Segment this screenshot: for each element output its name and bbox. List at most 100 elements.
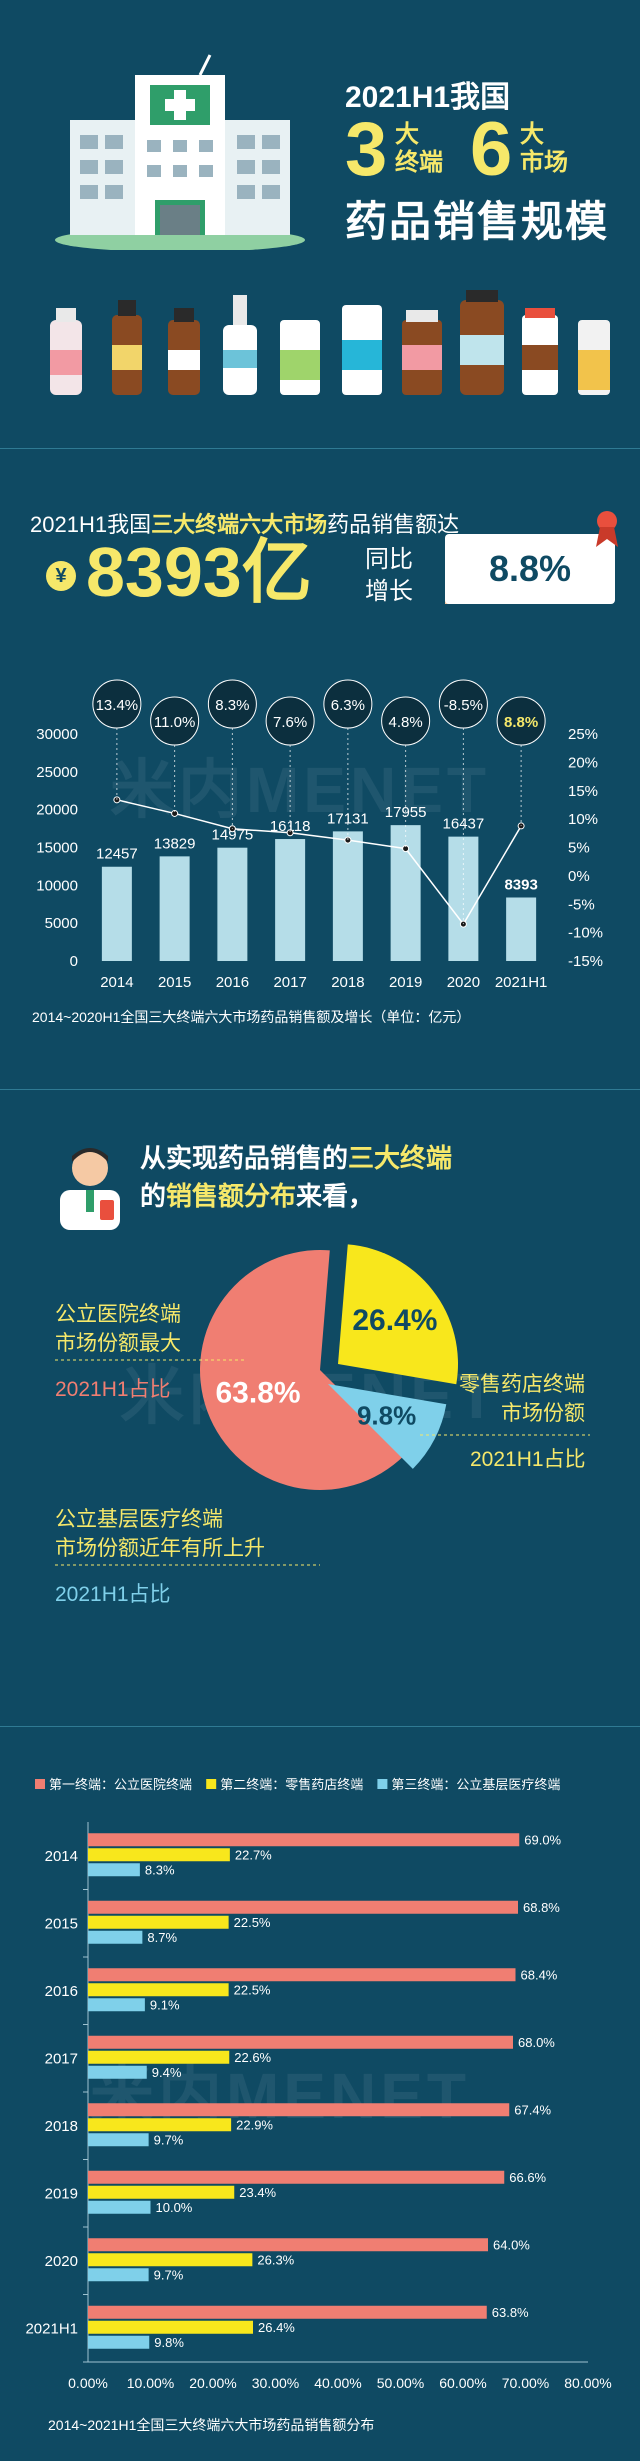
distribution-value-label: 8.3% [145, 1862, 175, 1877]
distribution-value-label: 68.4% [521, 1967, 558, 1982]
distribution-bar [88, 2320, 253, 2334]
y2-tick-label: 20% [568, 754, 598, 771]
distribution-value-label: 22.9% [236, 2117, 273, 2132]
y-tick-label: 2014 [45, 1848, 78, 1865]
sales-headline-suffix: 药品销售额达 [327, 512, 460, 537]
distribution-bar [88, 2103, 510, 2117]
growth-label: 8.3% [215, 697, 249, 714]
x-tick-label: 0.00% [68, 2375, 108, 2391]
x-tick-label: 20.00% [189, 2375, 236, 2391]
growth-label-line2: 增长 [365, 578, 413, 606]
distribution-value-label: 10.0% [156, 2200, 193, 2215]
sales-chart-caption: 2014~2020H1全国三大终端六大市场药品销售额及增长（单位：亿元） [32, 1009, 471, 1025]
distribution-value-label: 68.8% [523, 1900, 560, 1915]
y-tick-label: 2015 [45, 1915, 78, 1932]
distribution-bar [88, 1900, 518, 1914]
hospital-label-line1: 公立医院终端 [55, 1303, 181, 1326]
distribution-bar [88, 2200, 151, 2214]
y-tick-label: 2016 [45, 1983, 78, 2000]
distribution-value-label: 68.0% [518, 2035, 555, 2050]
growth-bubble [265, 696, 315, 746]
sales-headline-highlight: 三大终端六大市场 [151, 512, 328, 537]
pie-slice [200, 1250, 405, 1490]
sales-bar [332, 831, 363, 961]
distribution-value-label: 26.3% [257, 2252, 294, 2267]
growth-label: 6.3% [331, 697, 365, 714]
retail-label-line1: 零售药店终端 [459, 1373, 585, 1396]
y2-tick-label: 10% [568, 811, 598, 828]
x-tick-label: 60.00% [439, 2375, 486, 2391]
y-tick-label: 2017 [45, 2050, 78, 2067]
distribution-bar [88, 1848, 230, 1862]
y-tick-label: 0 [70, 953, 78, 970]
sales-headline-prefix: 2021H1我国 [30, 512, 152, 537]
distribution-bar [88, 1968, 516, 1982]
distribution-value-label: 66.6% [509, 2170, 546, 2185]
primary-label-line2: 市场份额近年有所上升 [55, 1537, 265, 1561]
y2-tick-label: 5% [568, 840, 590, 857]
distribution-bar [88, 1983, 229, 1997]
distribution-value-label: 26.4% [258, 2320, 295, 2335]
distribution-value-label: 9.8% [154, 2335, 184, 2350]
x-tick-label: 80.00% [564, 2375, 611, 2391]
pie-value-label: 9.8% [357, 1400, 416, 1430]
distribution-bar [88, 1833, 520, 1847]
sales-value-label: 17955 [385, 804, 427, 821]
y-tick-label: 30000 [36, 726, 78, 743]
sales-section: 2021H1我国三大终端六大市场药品销售额达 ¥ 8393亿 同比 增长 8.8… [0, 449, 640, 1089]
y-tick-label: 10000 [36, 877, 78, 894]
retail-label: 零售药店终端 市场份额 [455, 1370, 585, 1429]
share-question-line1-highlight: 三大终端 [348, 1143, 453, 1173]
section-divider [0, 448, 640, 449]
x-tick-label: 40.00% [314, 2375, 361, 2391]
x-tick-label: 50.00% [377, 2375, 424, 2391]
y-tick-label: 5000 [45, 915, 78, 932]
growth-label-line1: 同比 [365, 546, 413, 573]
hospital-sub: 2021H1占比 [55, 1378, 171, 1401]
legend-label: 第三终端：公立基层医疗终端 [391, 1777, 560, 1792]
distribution-bar [88, 2238, 488, 2252]
distribution-value-label: 22.7% [235, 1847, 272, 1862]
sales-value-label: 8393 [504, 876, 537, 893]
legend-swatch [35, 1779, 45, 1789]
distribution-bar [88, 2185, 235, 2199]
distribution-bar [88, 2268, 149, 2282]
growth-certificate: 8.8% [445, 534, 615, 604]
legend-label: 第二终端：零售药店终端 [220, 1777, 363, 1792]
x-tick-label: 2015 [158, 974, 191, 991]
section-divider [0, 1089, 640, 1090]
growth-bubble [207, 679, 257, 729]
y-tick-label: 2019 [45, 2185, 78, 2202]
growth-bubble [150, 696, 200, 746]
distribution-chart: 第一终端：公立医院终端 第二终端：零售药店终端 第三终端：公立基层医疗终端 0.00%… [25, 1777, 611, 2391]
growth-point [286, 829, 294, 837]
y2-tick-label: 0% [568, 868, 590, 885]
share-question-line2-suffix: 来看， [296, 1180, 375, 1211]
y-tick-label: 20000 [36, 802, 78, 819]
growth-label: 7.6% [273, 714, 307, 731]
distribution-bar [88, 2065, 147, 2079]
x-tick-label: 2019 [389, 974, 422, 991]
distribution-value-label: 9.7% [154, 2267, 184, 2282]
pie-chart: 63.8% 26.4% 9.8% [55, 1244, 590, 1566]
distribution-value-label: 63.8% [492, 2305, 529, 2320]
x-tick-label: 2014 [100, 974, 133, 991]
distribution-bar [88, 2170, 505, 2184]
growth-bubble [496, 696, 546, 746]
hero-number-6: 6 [470, 107, 513, 192]
distribution-value-label: 69.0% [524, 1832, 561, 1847]
retail-label-line2: 市场份额 [501, 1402, 585, 1426]
hero-title-year: 2021H1我国 [345, 81, 511, 114]
pie-slice [338, 1244, 458, 1385]
x-tick-label: 2020 [447, 974, 480, 991]
sales-bar [506, 897, 537, 961]
x-tick-label: 70.00% [502, 2375, 549, 2391]
distribution-chart-caption: 2014~2021H1全国三大终端六大市场药品销售额分布 [48, 2417, 375, 2433]
growth-label: 8.8% [504, 714, 538, 731]
sales-amount: 8393亿 [86, 533, 312, 611]
distribution-value-label: 9.4% [152, 2065, 182, 2080]
doctor-avatar [60, 1148, 120, 1230]
growth-line [116, 799, 522, 926]
x-tick-label: 2016 [216, 974, 249, 991]
y-tick-label: 2018 [45, 2118, 78, 2135]
